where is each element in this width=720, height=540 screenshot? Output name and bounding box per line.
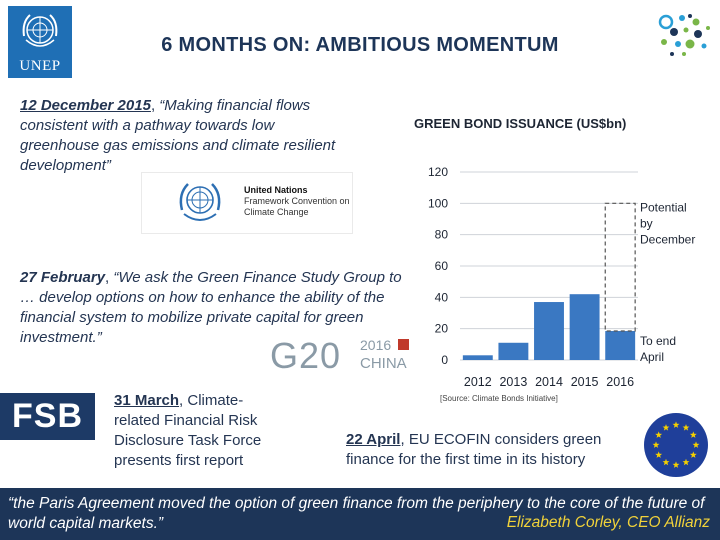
page-title: 6 MONTHS ON: AMBITIOUS MOMENTUM [161,34,559,56]
quote-paris-date: 12 December 2015 [20,97,151,114]
annotation-potential: by [640,216,653,230]
unfccc-text: United Nations Framework Convention on C… [244,185,350,218]
unfccc-logo: United Nations Framework Convention on C… [141,172,353,234]
fsb-note: 31 March, Climate-related Financial Risk… [114,391,274,471]
footer-quote: “the Paris Agreement moved the option of… [8,495,705,532]
annotation-to-end: To end [640,334,676,348]
footer-attribution: Elizabeth Corley, CEO Allianz [506,514,710,531]
quote-g20: 27 February, “We ask the Green Finance S… [20,268,412,348]
fsb-separator: , [179,392,188,409]
unfccc-line1: United Nations [244,185,308,195]
annotation-to-end: April [640,350,664,364]
g20-logo: G20 2016 CHINA [270,335,409,376]
eu-star-icon [689,451,697,458]
y-tick-label: 40 [435,290,449,304]
eu-star-icon [682,458,690,466]
y-tick-label: 60 [435,259,449,273]
eu-star-icon [689,431,697,438]
ecofin-date: 22 April [346,431,401,448]
g20-logo-main: G20 [270,335,341,376]
eu-flag-icon [644,413,708,477]
ecofin-text: EU ECOFIN considers green finance for th… [346,431,602,468]
bar-2016 [605,331,636,360]
eu-star-icon [682,424,690,431]
annotation-potential: December [640,232,695,246]
y-tick-label: 100 [428,196,448,210]
x-tick-label: 2013 [499,375,527,389]
eu-star-icon [652,441,660,448]
eu-star-icon [662,424,670,431]
quote-paris-separator: , [150,97,160,114]
bar-2012 [462,355,493,360]
un-wreath-icon [179,183,221,221]
potential-2016-box [604,202,636,332]
green-bond-chart: 0 20 40 60 80 100 120 2012 2013 2014 2015 2016 Pote… [428,165,695,389]
quote-g20-date: 27 February [20,269,106,286]
unfccc-line2: Framework Convention on [244,196,350,206]
dots-logo-icon [658,14,710,56]
eu-star-icon [655,431,663,438]
unfccc-line3: Climate Change [244,207,309,217]
chart-title: GREEN BOND ISSUANCE (US$bn) [414,116,627,131]
footer-banner: “the Paris Agreement moved the option of… [0,488,720,540]
x-tick-label: 2016 [606,375,634,389]
eu-star-icon [692,441,700,448]
x-tick-label: 2012 [464,375,492,389]
y-tick-label: 20 [435,322,449,336]
bar-2015 [569,294,600,360]
eu-star-icon [672,461,680,468]
fsb-logo-text: FSB [12,397,83,435]
fsb-text: Climate-related Financial Risk Disclosur… [114,392,262,469]
ecofin-separator: , [400,431,409,448]
fsb-logo: FSB [0,393,95,440]
quote-paris: 12 December 2015, “Making financial flow… [20,96,350,176]
unep-logo-text: UNEP [19,58,61,74]
un-emblem-icon [22,14,58,47]
fsb-date: 31 March [114,392,180,409]
quote-g20-text: “We ask the Green Finance Study Group to… [20,269,402,346]
unep-logo: UNEP [8,6,72,78]
annotation-potential: Potential [640,200,687,214]
g20-seal-icon [398,339,409,350]
bar-2014 [534,302,564,360]
eu-star-icon [662,458,670,466]
y-tick-label: 80 [435,228,449,242]
chart-source: [Source: Climate Bonds Initiative] [440,394,558,403]
x-tick-label: 2014 [535,375,563,389]
bar-2013 [498,342,529,360]
eu-star-icon [655,451,663,458]
eu-star-icon [672,421,680,428]
y-tick-label: 120 [428,165,448,179]
ecofin-note: 22 April, EU ECOFIN considers green fina… [346,430,646,470]
y-tick-label: 0 [441,353,448,367]
quote-paris-text: “Making financial flows consistent with … [20,97,336,174]
g20-logo-year: 2016 [360,337,391,353]
g20-logo-country: CHINA [360,355,407,372]
x-tick-label: 2015 [571,375,599,389]
quote-g20-separator: , [105,269,114,286]
